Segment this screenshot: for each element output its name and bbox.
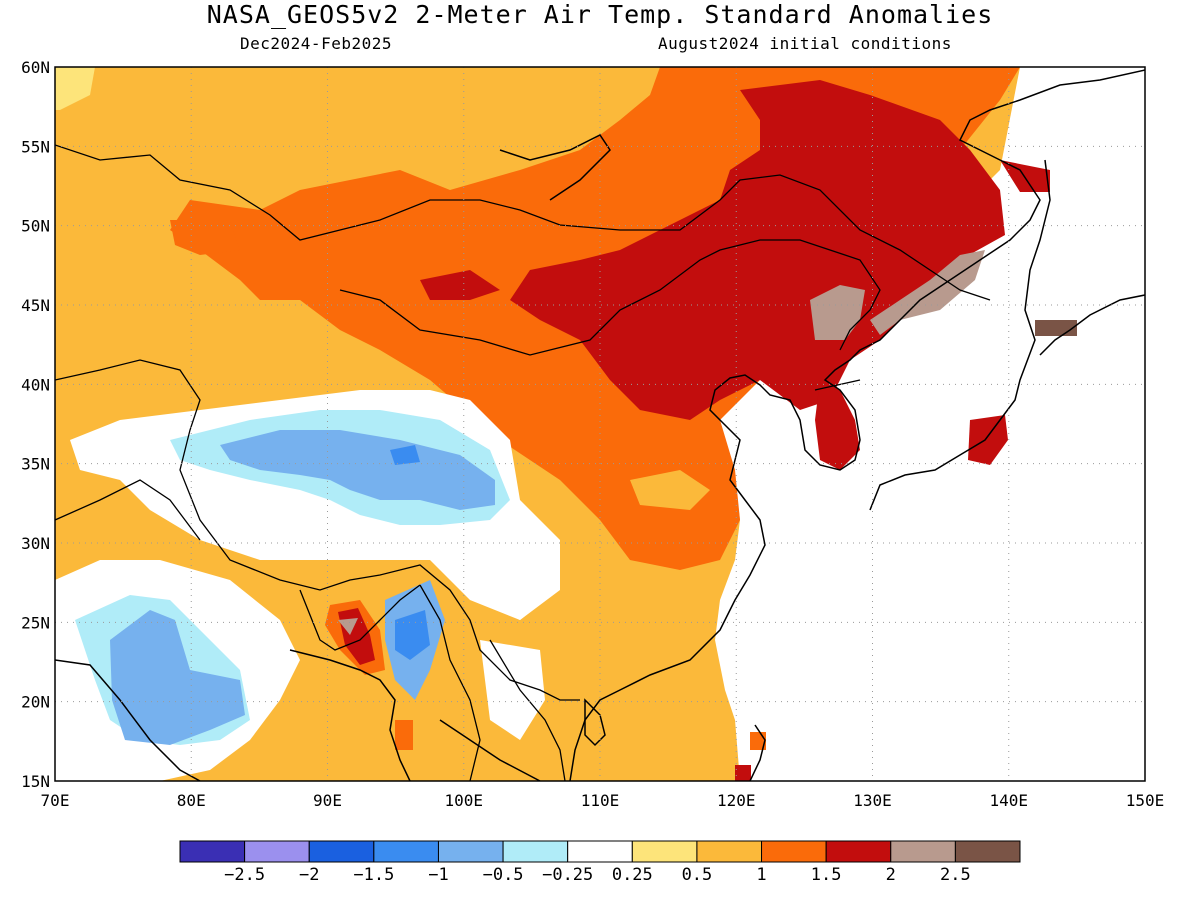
map-title: NASA_GEOS5v2 2-Meter Air Temp. Standard … [206, 0, 994, 29]
colorbar-label: −2 [299, 865, 319, 885]
anomaly-region-cold-india [110, 610, 245, 745]
border-layer [55, 144, 991, 781]
colorbar-swatch [954, 840, 1021, 863]
colorbar-swatch [631, 840, 698, 863]
colorbar-swatch [761, 840, 827, 863]
longitude-label: 120E [717, 791, 756, 810]
anomaly-region-neutral-indochina [480, 640, 545, 740]
colorbar-label: 1.5 [811, 865, 842, 885]
colorbar-label: 2 [886, 865, 896, 885]
longitude-label: 140E [989, 791, 1028, 810]
latitude-label: 45N [21, 296, 50, 315]
longitude-label: 110E [581, 791, 620, 810]
colorbar-swatch [244, 840, 310, 863]
border-myanmar-thailand [419, 584, 481, 781]
colorbar-swatch [437, 840, 504, 863]
longitude-label: 100E [444, 791, 483, 810]
colorbar-label: 1 [756, 865, 766, 885]
border-pakistan [55, 479, 201, 541]
border-korea [814, 379, 861, 391]
init-conditions-label: August2024 initial conditions [658, 34, 952, 53]
colorbar-label: −0.25 [542, 865, 593, 885]
plot-frame [54, 66, 1146, 782]
anomaly-region-hot-taiwan [735, 765, 751, 781]
anomaly-region-okhotsk [1000, 67, 1145, 320]
longitude-labels: 70E 80E 90E 100E 110E 120E 130E 140E 150E [41, 791, 1165, 810]
colorbar-label: 2.5 [940, 865, 971, 885]
border-china-southwest [55, 359, 580, 701]
anomaly-region-hot-mongolia [510, 80, 1005, 420]
season-label: Dec2024-Feb2025 [240, 34, 392, 53]
latitude-label: 20N [21, 693, 50, 712]
latitude-label: 50N [21, 217, 50, 236]
anomaly-region-hot-sakhalin [1000, 160, 1050, 192]
coastline-kurils [1039, 294, 1145, 356]
colorbar-label: −1 [428, 865, 448, 885]
anomaly-region-hot-west [420, 270, 500, 300]
latitude-label: 25N [21, 613, 50, 632]
colorbar [179, 840, 1021, 863]
colorbar-swatch [825, 840, 892, 863]
colorbar-swatch [567, 840, 633, 863]
longitude-label: 80E [177, 791, 206, 810]
border-laos-vietnam [489, 639, 566, 781]
colorbar-swatch [373, 840, 439, 863]
longitude-label: 130E [853, 791, 892, 810]
latitude-label: 15N [21, 772, 50, 791]
latitude-label: 60N [21, 58, 50, 77]
longitude-label: 90E [313, 791, 342, 810]
coastline-bay-of-bengal [289, 649, 411, 781]
colorbar-label: −2.5 [224, 865, 265, 885]
longitude-label: 150E [1126, 791, 1165, 810]
anomaly-region-cold-tibet [220, 430, 495, 510]
coastline-east-asia [569, 69, 1145, 781]
anomaly-region-neutral-sea-north [470, 560, 545, 620]
anomaly-region-warm-patch [630, 470, 710, 510]
colorbar-label: 0.5 [682, 865, 713, 885]
coastline-gulf-of-thailand [439, 719, 541, 781]
anomaly-fill-layer [55, 67, 1145, 781]
coastline-layer [55, 69, 1145, 781]
colorbar-labels: −2.5 −2 −1.5 −1 −0.5 −0.25 0.25 0.5 1 1.5 2 2.5 [224, 865, 971, 885]
border-mongolia-south [339, 239, 881, 356]
anomaly-region-warm-andaman [395, 720, 413, 750]
anomaly-region-hot-japan [968, 415, 1008, 465]
border-russia-south [55, 144, 991, 301]
border-bangladesh [299, 584, 421, 651]
longitude-label: 70E [41, 791, 70, 810]
anomaly-region-pale-nw [55, 67, 95, 110]
colorbar-swatch [179, 840, 246, 863]
colorbar-swatch [308, 840, 375, 863]
latitude-labels: 60N 55N 50N 45N 40N 35N 30N 25N 20N 15N [21, 58, 50, 791]
anomaly-region-hot-korea [815, 380, 860, 470]
coastline-japan [869, 159, 1051, 511]
anomaly-region-warm-kazakhstan [170, 220, 240, 255]
colorbar-swatch [502, 840, 569, 863]
anomaly-region-max-hokkaido [1035, 320, 1077, 336]
latitude-label: 30N [21, 534, 50, 553]
latitude-label: 55N [21, 137, 50, 156]
coastline-india-west [55, 659, 201, 781]
latitude-label: 35N [21, 455, 50, 474]
latitude-label: 40N [21, 375, 50, 394]
anomaly-region-extreme-ne-china [810, 285, 865, 340]
shoreline-baikal [499, 134, 611, 201]
anomaly-region-extreme-manchuria [870, 250, 985, 335]
gridlines [55, 67, 1145, 781]
colorbar-swatch [696, 840, 763, 863]
colorbar-label: −0.5 [483, 865, 524, 885]
colorbar-label: −1.5 [353, 865, 394, 885]
coastline-taiwan [749, 724, 766, 781]
colorbar-label: 0.25 [612, 865, 653, 885]
colorbar-swatch [890, 840, 956, 863]
anomaly-region-colder-tibet [390, 445, 420, 465]
